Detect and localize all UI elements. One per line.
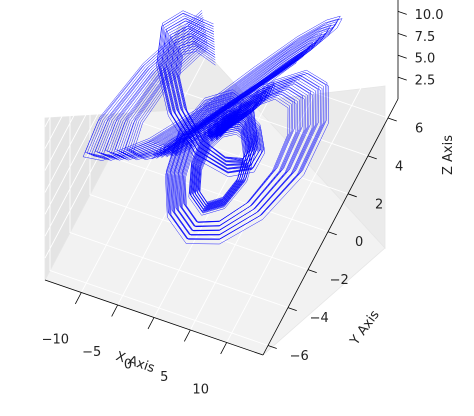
y-axis-line bbox=[262, 98, 399, 356]
side-pane bbox=[44, 23, 181, 281]
y-tick bbox=[287, 307, 297, 311]
tick-labels: −10−50510−6−4−202462.55.07.510.012.515.0… bbox=[42, 0, 444, 398]
grid-line-y bbox=[49, 108, 269, 346]
grid-line-z bbox=[44, 1, 399, 259]
x-tick-label: 0 bbox=[124, 358, 132, 373]
y-axis-label: Y Axis bbox=[347, 308, 383, 349]
x-tick bbox=[111, 304, 119, 317]
grid-line-z bbox=[44, 0, 113, 128]
y-tick-label: −6 bbox=[290, 349, 309, 364]
x-axis-label: X Axis bbox=[114, 349, 157, 376]
grid-line-y bbox=[149, 0, 369, 157]
grid-line-y bbox=[89, 32, 309, 271]
z-tick-label: 7.5 bbox=[415, 30, 436, 45]
x-tick-label: −5 bbox=[82, 345, 101, 360]
grid-line-z bbox=[44, 0, 136, 171]
z-tick bbox=[397, 11, 407, 15]
x-tick-label: 10 bbox=[192, 383, 209, 398]
x-tick bbox=[220, 342, 228, 355]
y-tick bbox=[307, 269, 317, 274]
trajectory-line bbox=[84, 10, 341, 240]
z-tick-label: 10.0 bbox=[415, 8, 444, 23]
z-tick-label: 12.5 bbox=[415, 0, 444, 1]
z-axis-label: Z Axis bbox=[441, 135, 456, 175]
y-tick-label: −4 bbox=[310, 311, 329, 326]
grid-line-z bbox=[44, 0, 399, 237]
x-tick bbox=[147, 317, 155, 330]
y-tick bbox=[267, 345, 277, 349]
grid-line-z bbox=[44, 0, 399, 215]
y-tick bbox=[347, 193, 357, 198]
x-tick-label: 5 bbox=[160, 370, 168, 385]
axes-panes bbox=[44, 22, 386, 356]
z-tick-label: 5.0 bbox=[415, 52, 436, 67]
x-tick bbox=[183, 329, 191, 342]
y-tick-label: 2 bbox=[375, 197, 383, 212]
z-tick bbox=[397, 54, 407, 59]
y-tick-label: 0 bbox=[355, 235, 363, 250]
trajectory-line bbox=[82, 13, 343, 245]
y-tick-label: 4 bbox=[395, 159, 403, 174]
y-tick-label: 6 bbox=[415, 122, 423, 137]
z-tick bbox=[397, 32, 407, 37]
grid-line-y bbox=[69, 70, 289, 309]
x-tick bbox=[74, 292, 82, 305]
plot-area bbox=[82, 10, 343, 245]
y-tick-label: −2 bbox=[330, 273, 349, 288]
y-tick bbox=[367, 155, 377, 160]
tick-marks bbox=[74, 11, 407, 355]
z-tick bbox=[397, 76, 407, 81]
y-tick bbox=[387, 117, 397, 122]
trajectory-line bbox=[90, 17, 336, 240]
trajectory-line bbox=[86, 12, 339, 240]
grid-line-z bbox=[44, 0, 124, 149]
x-tick-label: −10 bbox=[42, 333, 69, 348]
z-tick-label: 2.5 bbox=[415, 74, 436, 89]
y-tick bbox=[327, 231, 337, 236]
grid-line-z bbox=[44, 0, 399, 193]
